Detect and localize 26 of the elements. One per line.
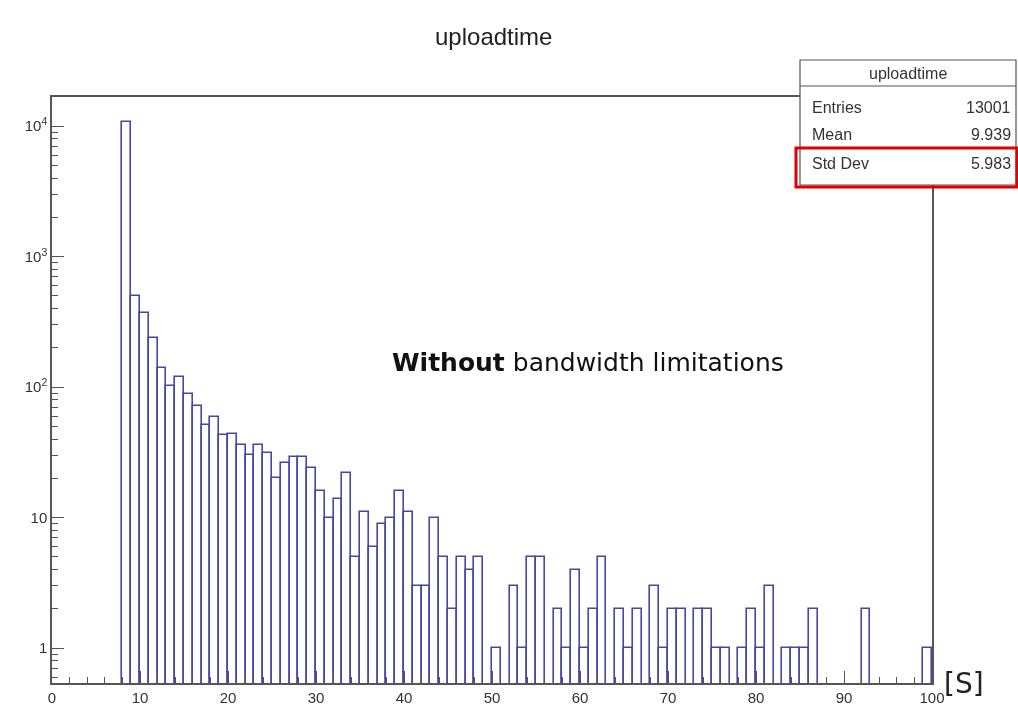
x-tick-label: 0 (47, 688, 57, 706)
x-tick-label: 50 (483, 688, 501, 706)
y-tick-label: 10$^{4}$ (24, 115, 48, 135)
x-tick-label: 60 (571, 688, 589, 706)
text: 5.983 (971, 155, 1012, 172)
y-tick-label: 1 (38, 639, 48, 657)
chart-title: uploadtime (435, 22, 553, 50)
y-tick-label: 10$^{2}$ (24, 376, 48, 396)
annotation: Mean (812, 126, 853, 143)
x-axis-title: [S] (944, 667, 984, 700)
x-tick-label: 10 (131, 688, 149, 706)
annotation: Std Dev (812, 155, 869, 172)
text: 9.939 (971, 126, 1012, 143)
annotation: Entries (812, 99, 862, 116)
annotation: Without bandwidth limitations (392, 348, 784, 377)
x-tick-label: 70 (659, 688, 677, 706)
x-tick-label: 90 (835, 688, 853, 706)
y-tick-label: 10 (30, 508, 48, 526)
x-tick-label: 40 (395, 688, 413, 706)
text: 13001 (966, 99, 1011, 116)
x-tick-label: 80 (747, 688, 765, 706)
y-tick-label: 10$^{3}$ (24, 245, 48, 265)
x-tick-label: 20 (219, 688, 237, 706)
x-tick-label: 100 (919, 688, 945, 706)
x-tick-label: 30 (307, 688, 325, 706)
text: uploadtime (869, 65, 948, 82)
